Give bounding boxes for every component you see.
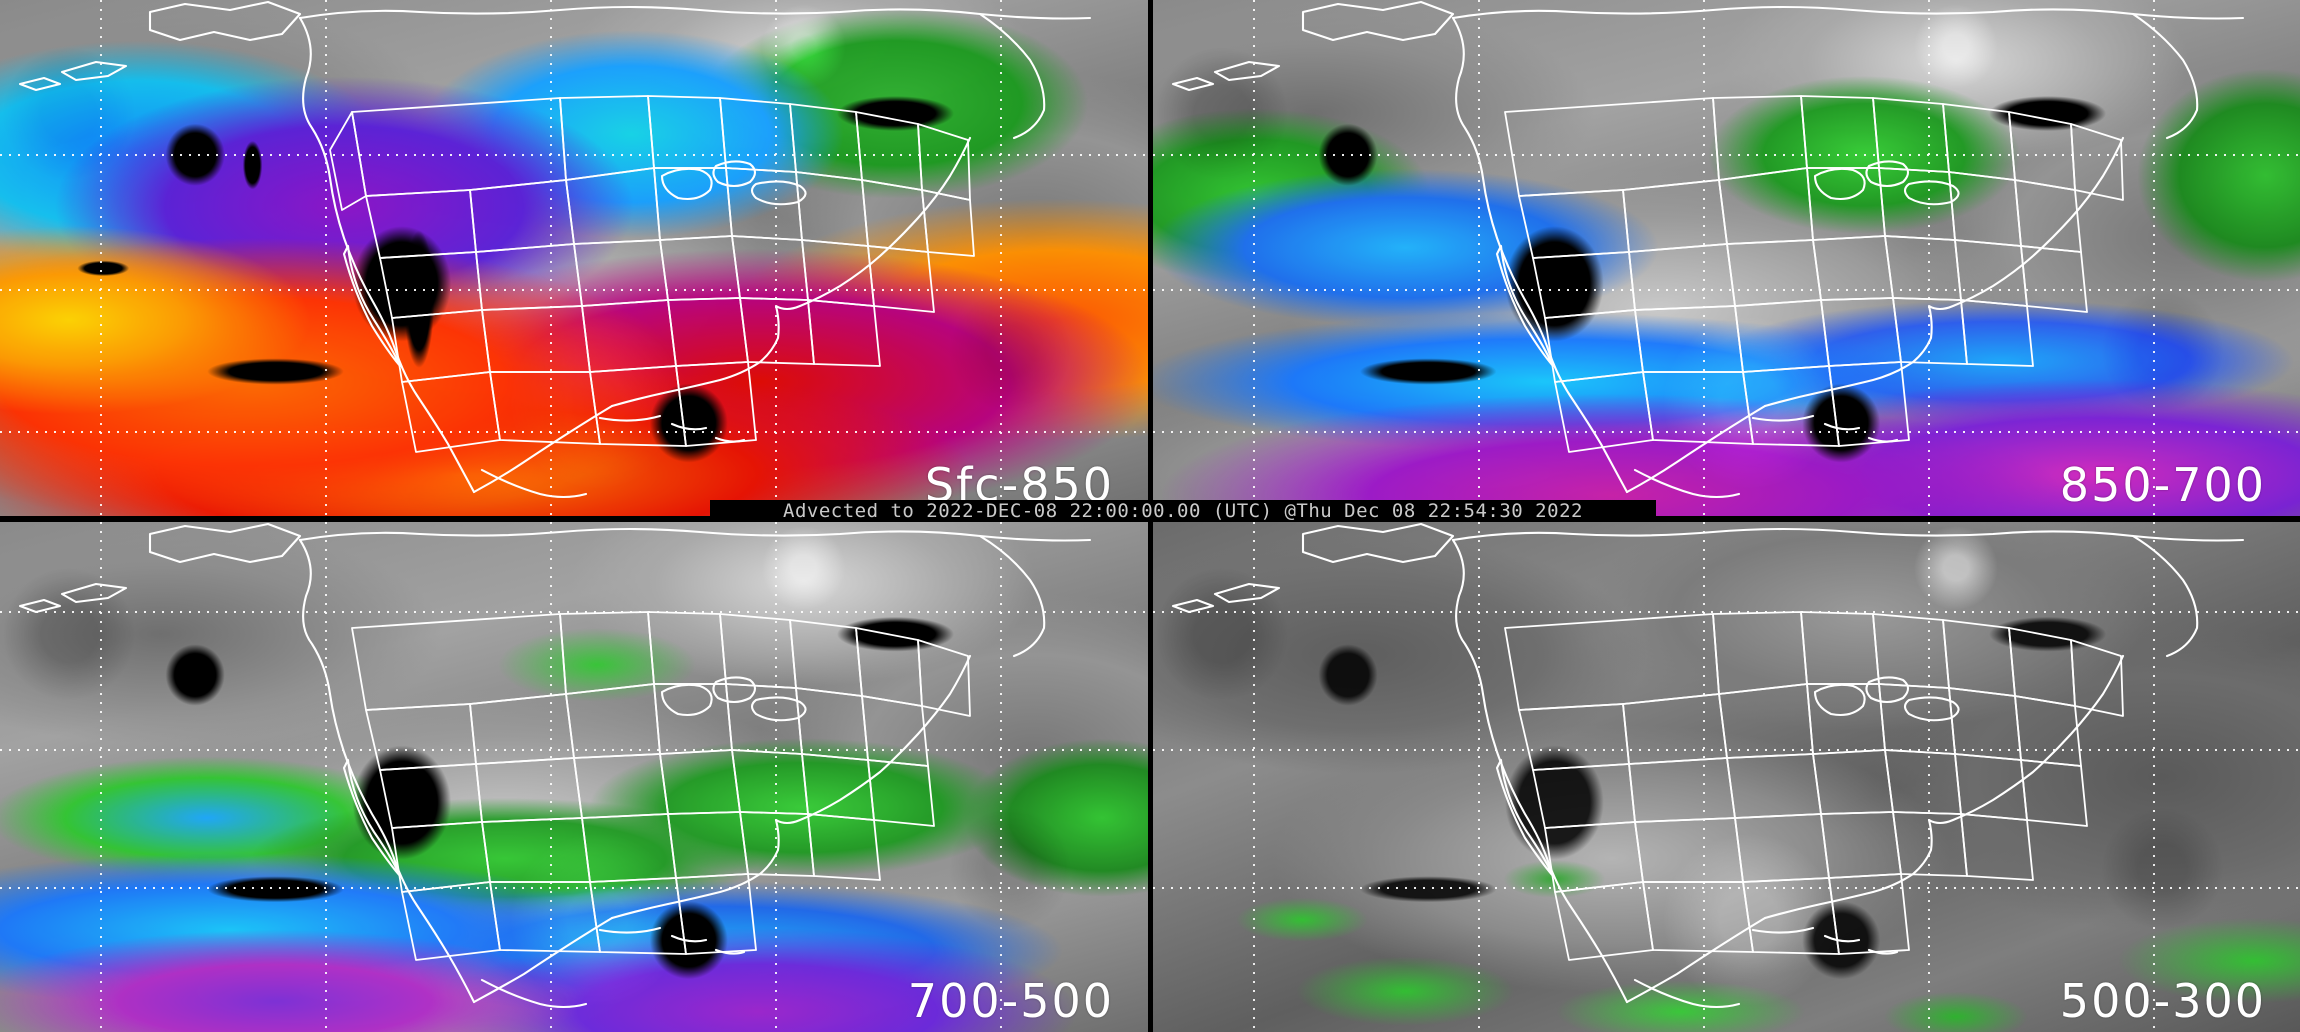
lat-lon-gridlines: [1153, 522, 2300, 1032]
state-borders: [351, 611, 971, 961]
map-geography-overlay: [0, 522, 1148, 1032]
map-geography-overlay: [1153, 522, 2300, 1032]
state-borders: [1504, 611, 2124, 961]
panel-sfc-850[interactable]: Sfc-850: [0, 0, 1148, 516]
map-geography-overlay: [1153, 0, 2300, 516]
lat-lon-gridlines: [0, 522, 1148, 1032]
state-borders: [1504, 95, 2124, 453]
panel-500-300[interactable]: 500-300: [1153, 522, 2300, 1032]
timestamp-banner-text: Advected to 2022-DEC-08 22:00:00.00 (UTC…: [783, 499, 1583, 522]
data-void-mask: [0, 522, 1148, 1032]
lat-lon-gridlines: [0, 0, 1148, 516]
timestamp-banner: Advected to 2022-DEC-08 22:00:00.00 (UTC…: [710, 500, 1656, 522]
state-borders: [329, 95, 975, 453]
panel-700-500[interactable]: 700-500: [0, 522, 1148, 1032]
data-void-mask: [1153, 522, 2300, 1032]
map-geography-overlay: [0, 0, 1148, 516]
lat-lon-gridlines: [1153, 0, 2300, 516]
panel-850-700[interactable]: 850-700: [1153, 0, 2300, 516]
